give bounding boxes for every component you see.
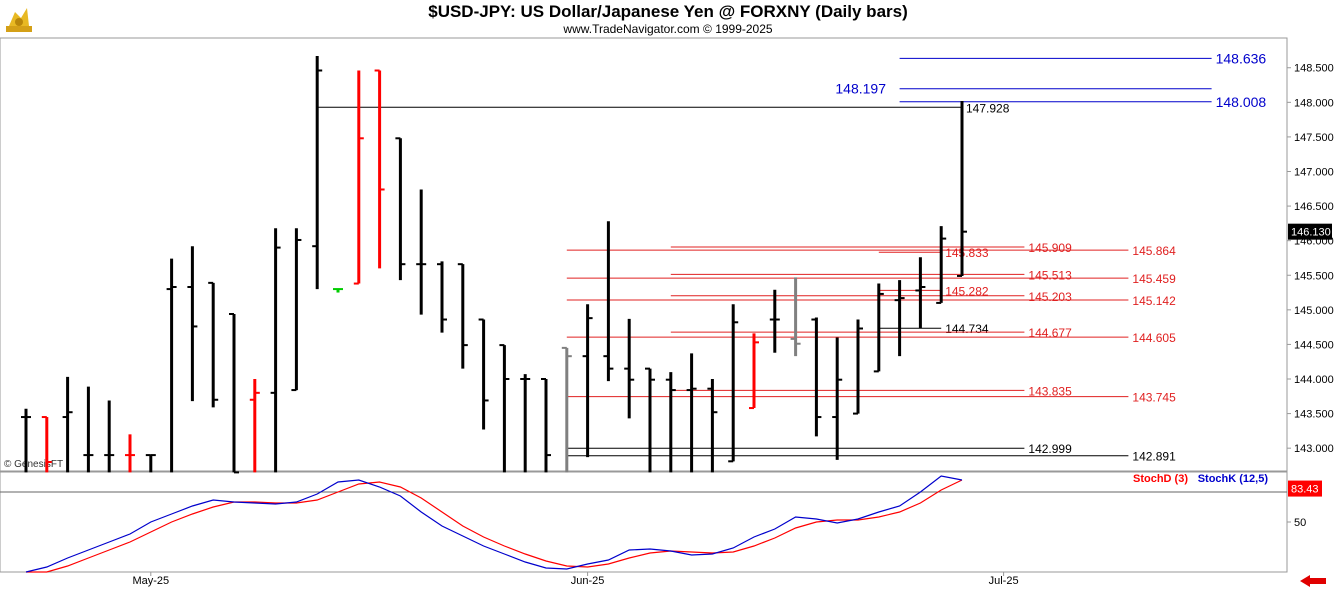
last-price-tag: 146.130 [1291, 227, 1331, 239]
last-price-tag-bg [1288, 223, 1332, 240]
stoch-k-line [25, 475, 963, 573]
x-axis-label: Jun-25 [571, 575, 605, 587]
price-level-label: 144.734 [945, 322, 989, 336]
fib-level-label: 145.909 [1028, 241, 1072, 255]
watermark: © GenesisFT [4, 459, 63, 470]
fib-level-label: 144.605 [1132, 331, 1176, 345]
price-level-label: 142.891 [1132, 450, 1176, 464]
stoch-pane-frame [0, 471, 1288, 573]
price-levels: 147.928 144.734 142.999 142.891 145.909 145.8… [317, 50, 1267, 464]
stoch-axis-label: 50 [1294, 517, 1306, 529]
fib-level-label: 145.282 [945, 284, 989, 298]
x-axis-label: May-25 [132, 575, 169, 587]
chart-title: $USD-JPY: US Dollar/Japanese Yen @ FORXN… [428, 2, 908, 21]
stoch-k-legend: StochK (12,5) [1198, 473, 1269, 485]
stoch-d-legend: StochD (3) [1133, 473, 1188, 485]
price-axis-label: 147.000 [1294, 166, 1334, 178]
x-axis: May-25 Jun-25 Jul-25 [132, 572, 1019, 587]
x-axis-label: Jul-25 [989, 575, 1019, 587]
price-axis-label: 144.500 [1294, 339, 1334, 351]
logo-bull-icon [6, 8, 32, 32]
price-axis-label: 145.000 [1294, 305, 1334, 317]
price-axis-label: 144.000 [1294, 374, 1334, 386]
price-bars [21, 55, 967, 474]
price-level-label: 142.999 [1028, 442, 1072, 456]
fib-level-label: 145.833 [945, 246, 989, 260]
scroll-right-arrow-icon[interactable] [1298, 574, 1328, 588]
price-axis-label: 148.500 [1294, 63, 1334, 75]
target-level-label: 148.636 [1216, 50, 1267, 66]
target-level-label: 148.197 [835, 81, 886, 97]
price-axis: 148.500148.000147.500147.000146.500146.0… [1287, 63, 1334, 455]
fib-level-label: 145.142 [1132, 294, 1176, 308]
price-axis-label: 146.500 [1294, 201, 1334, 213]
target-level-label: 148.008 [1216, 94, 1267, 110]
fib-level-label: 145.513 [1028, 268, 1072, 282]
fib-level-label: 145.864 [1132, 244, 1176, 258]
price-axis-label: 143.500 [1294, 409, 1334, 421]
fib-level-label: 145.459 [1132, 272, 1176, 286]
fib-level-label: 145.203 [1028, 290, 1072, 304]
fib-level-label: 143.745 [1132, 391, 1176, 405]
price-axis-label: 145.500 [1294, 270, 1334, 282]
price-level-label: 147.928 [966, 101, 1010, 115]
stoch-value-tag: 83.43 [1291, 484, 1319, 496]
stoch-pane: 50 StochD (3) StochK (12,5) [0, 473, 1306, 573]
fib-level-label: 143.835 [1028, 384, 1072, 398]
fib-level-label: 144.677 [1028, 326, 1072, 340]
price-axis-label: 143.000 [1294, 443, 1334, 455]
price-axis-label: 148.000 [1294, 97, 1334, 109]
price-axis-label: 147.500 [1294, 132, 1334, 144]
chart-subtitle: www.TradeNavigator.com © 1999-2025 [563, 22, 773, 36]
value-tags: 146.130 83.43 [1288, 223, 1332, 497]
stoch-d-line [26, 479, 963, 573]
stoch-value-tag-bg [1288, 480, 1322, 497]
